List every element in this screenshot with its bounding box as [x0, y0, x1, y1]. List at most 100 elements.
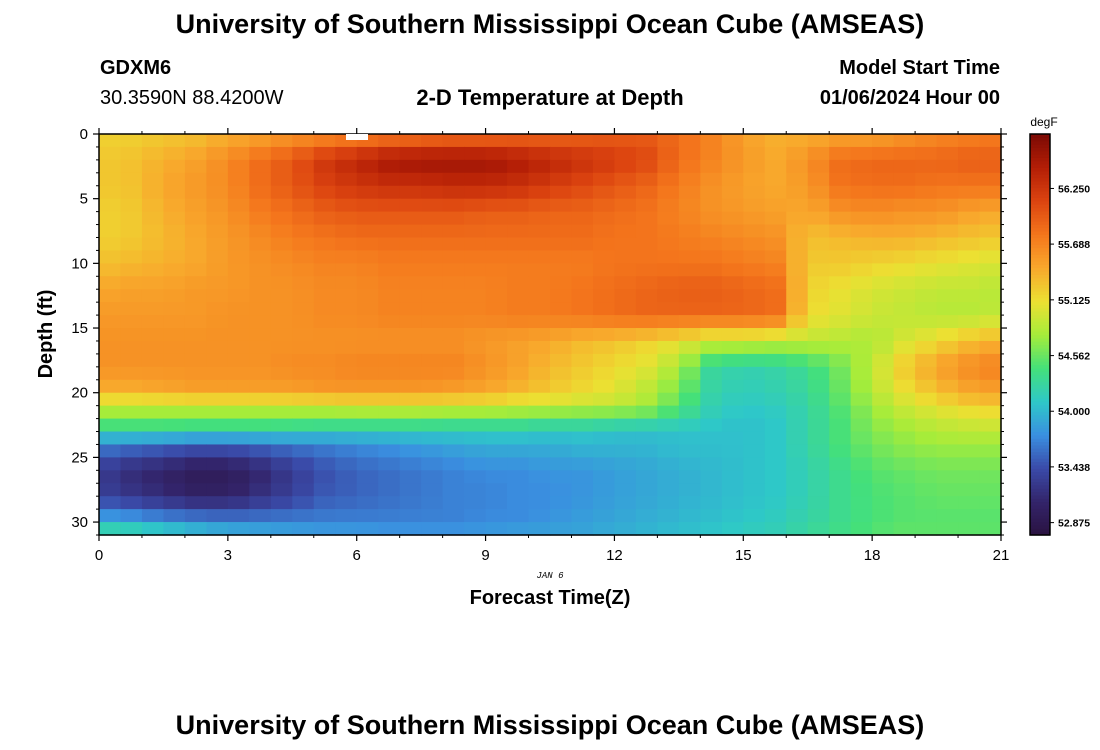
heatmap-cell [635, 302, 658, 316]
heatmap-cell [335, 224, 358, 239]
heatmap-cell [421, 185, 444, 200]
heatmap-cell [184, 509, 207, 523]
heatmap-cell [270, 328, 293, 342]
heatmap-cell [184, 379, 207, 394]
heatmap-cell [99, 431, 122, 446]
heatmap-cell [979, 134, 1002, 148]
heatmap-cell [120, 496, 143, 510]
heatmap-cell [270, 134, 293, 148]
heatmap-cell [850, 250, 873, 264]
heatmap-cell [335, 250, 358, 264]
x-tick-label: 21 [993, 547, 1010, 564]
heatmap-cell [700, 146, 723, 161]
colorbar-segment [1030, 434, 1050, 439]
heatmap-cell [292, 509, 315, 523]
heatmap-cell [721, 263, 744, 277]
heatmap-cell [786, 444, 809, 458]
heatmap-cell [657, 392, 680, 407]
heatmap-cell [850, 470, 873, 484]
heatmap-cell [227, 134, 250, 148]
heatmap-cell [184, 263, 207, 277]
colorbar-segment [1030, 528, 1050, 533]
heatmap-cell [678, 328, 701, 342]
heatmap-cell [464, 172, 487, 187]
heatmap-cell [614, 470, 637, 484]
heatmap-cell [163, 315, 186, 329]
heatmap-cell [141, 522, 165, 536]
heatmap-cell [206, 405, 229, 420]
heatmap-cell [614, 198, 637, 213]
heatmap-cell [614, 457, 637, 471]
heatmap-cell [399, 172, 422, 187]
heatmap-cell [270, 302, 293, 316]
heatmap-cell [313, 496, 336, 510]
heatmap-cell [657, 263, 680, 277]
heatmap-cell [249, 353, 272, 368]
heatmap-cell [958, 496, 981, 510]
heatmap-cell [184, 457, 207, 471]
heatmap-cell [442, 392, 465, 407]
heatmap-cell [464, 457, 487, 471]
heatmap-cell [850, 444, 873, 458]
heatmap-cell [421, 431, 444, 446]
heatmap-cell [764, 198, 787, 213]
heatmap-cell [893, 483, 916, 497]
heatmap-cell [936, 431, 959, 446]
heatmap-cell [399, 146, 422, 161]
heatmap-cell [464, 509, 487, 523]
heatmap-cell [592, 431, 616, 446]
colorbar-segment [1030, 170, 1050, 175]
heatmap-cell [979, 444, 1002, 458]
heatmap-cell [356, 366, 379, 381]
heatmap-cell [313, 134, 336, 148]
heatmap-cell [421, 315, 444, 329]
heatmap-cell [678, 392, 701, 407]
heatmap-cell [528, 289, 551, 303]
heatmap-cell [99, 302, 122, 316]
heatmap-cell [550, 392, 573, 407]
axes: 0 3 6 9 12 15 18 21 0 5 10 15 20 25 30 [71, 126, 1009, 564]
colorbar-segment [1030, 244, 1050, 249]
heatmap-cell [378, 392, 401, 407]
heatmap-cell [378, 405, 401, 420]
heatmap-cell [507, 418, 530, 433]
heatmap-cell [678, 418, 701, 433]
colorbar-segment [1030, 448, 1050, 453]
heatmap-cell [335, 146, 358, 161]
heatmap-cell [141, 328, 165, 342]
heatmap-cell [571, 250, 594, 264]
heatmap-cell [227, 340, 250, 355]
heatmap-cell [270, 289, 293, 303]
colorbar-segment [1030, 511, 1050, 516]
heatmap-cell [829, 159, 852, 174]
heatmap-cell [764, 250, 787, 264]
heatmap-cell [872, 172, 895, 187]
heatmap-cell [292, 522, 315, 536]
heatmap-cell [915, 315, 938, 329]
heatmap-cell [464, 250, 487, 264]
heatmap-cell [442, 211, 465, 226]
heatmap-cell [743, 431, 766, 446]
heatmap-cell [270, 224, 293, 239]
heatmap-cell [678, 172, 701, 187]
heatmap-cell [184, 496, 207, 510]
heatmap-cell [721, 418, 744, 433]
heatmap-cell [979, 237, 1002, 252]
heatmap-cell [528, 457, 551, 471]
heatmap-cell [507, 224, 530, 239]
heatmap-cell [421, 211, 444, 226]
heatmap-cell [700, 496, 723, 510]
heatmap-cell [442, 353, 465, 368]
heatmap-cell [485, 405, 508, 420]
heatmap-cell [829, 328, 852, 342]
heatmap-cell [485, 211, 508, 226]
heatmap-cell [99, 405, 122, 420]
heatmap-cell [206, 250, 229, 264]
heatmap-cell [356, 418, 379, 433]
heatmap-cell [764, 353, 787, 368]
heatmap-cell [356, 198, 379, 213]
heatmap-cell [507, 470, 530, 484]
heatmap-cell [399, 392, 422, 407]
y-tick-label: 0 [80, 126, 88, 143]
